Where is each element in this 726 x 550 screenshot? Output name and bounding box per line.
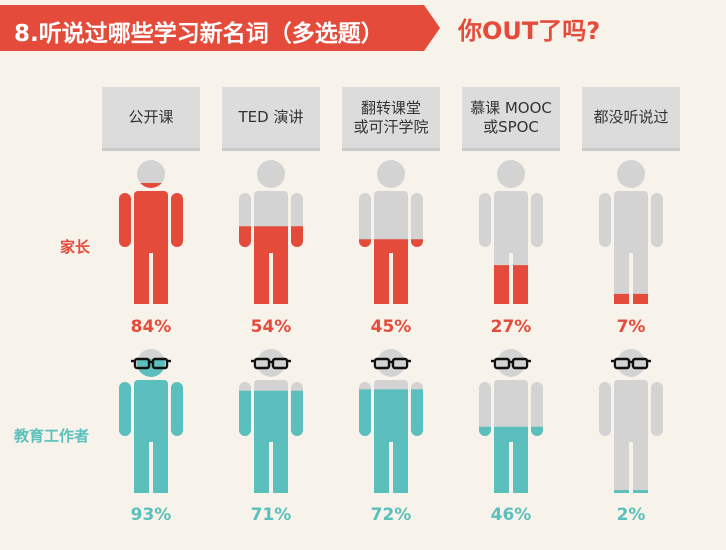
value-fill-1-0 xyxy=(119,359,183,493)
person-figure-parent-2 xyxy=(359,160,423,304)
value-label: 54% xyxy=(251,317,292,337)
value-fill-0-4 xyxy=(614,293,648,304)
person-figure-educator-2 xyxy=(359,349,423,493)
column-header-mooc: 慕课 MOOC 或SPOC xyxy=(462,87,560,151)
value-fill-1-1 xyxy=(239,390,303,493)
person-figure-educator-4 xyxy=(599,349,663,493)
value-fill-0-1 xyxy=(239,226,303,304)
row-label-parents: 家长 xyxy=(60,238,91,256)
column-header-open-course: 公开课 xyxy=(102,87,200,151)
row-label-educators: 教育工作者 xyxy=(14,427,90,445)
value-label: 72% xyxy=(371,505,412,525)
person-figure-educator-0 xyxy=(119,349,183,493)
value-label: 46% xyxy=(491,505,532,525)
value-fill-1-4 xyxy=(614,490,648,493)
value-label: 93% xyxy=(131,505,172,525)
value-label: 7% xyxy=(617,317,646,337)
person-figure-parent-4 xyxy=(599,160,663,304)
value-label: 71% xyxy=(251,505,292,525)
value-label: 84% xyxy=(131,317,172,337)
person-figure-educator-3 xyxy=(479,349,543,493)
value-fill-0-2 xyxy=(359,239,423,304)
person-figure-educator-1 xyxy=(239,349,303,493)
glasses-icon xyxy=(491,357,531,370)
glasses-icon xyxy=(611,357,651,370)
value-label: 27% xyxy=(491,317,532,337)
value-fill-1-2 xyxy=(359,389,423,493)
person-figure-parent-0 xyxy=(119,160,183,304)
glasses-icon xyxy=(371,357,411,370)
value-fill-1-3 xyxy=(479,426,543,493)
column-header-flipped-classroom: 翻转课堂 或可汗学院 xyxy=(342,87,440,151)
page-title: 8.听说过哪些学习新名词（多选题） xyxy=(14,21,384,47)
page-subtitle: 你OUT了吗? xyxy=(458,17,601,45)
column-header-never-heard: 都没听说过 xyxy=(582,87,680,151)
value-fill-0-3 xyxy=(494,265,528,304)
title-banner-shape xyxy=(0,5,440,51)
value-fill-0-0 xyxy=(119,183,183,304)
value-label: 2% xyxy=(617,505,646,525)
person-figure-parent-1 xyxy=(239,160,303,304)
person-figure-parent-3 xyxy=(479,160,543,304)
value-label: 45% xyxy=(371,317,412,337)
title-banner: 8.听说过哪些学习新名词（多选题） xyxy=(0,5,440,51)
glasses-icon xyxy=(251,357,291,370)
column-header-ted: TED 演讲 xyxy=(222,87,320,151)
glasses-icon xyxy=(131,357,171,370)
